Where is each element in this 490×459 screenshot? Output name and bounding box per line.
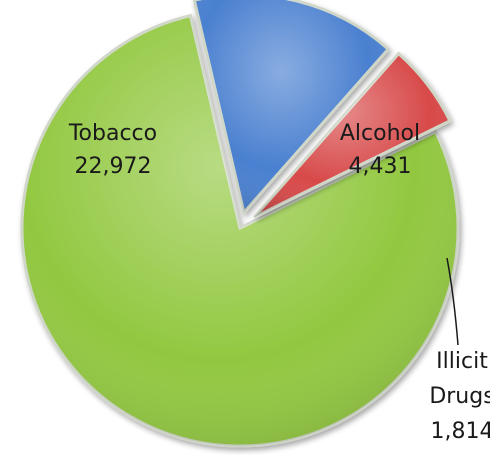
data-label-illicit-drugs: Illicit Drugs 1,814 <box>429 349 490 444</box>
illicit-drugs-leader-line <box>446 257 459 346</box>
pie-slice-alcohol <box>192 0 391 216</box>
data-label-illicit-drugs-category: Illicit <box>436 349 488 374</box>
pie-slice-alcohol-highlight <box>194 0 389 213</box>
pie-slice-tobacco-highlight <box>21 15 458 446</box>
data-label-illicit-drugs-category: Drugs <box>429 384 490 409</box>
data-label-tobacco: Tobacco 22,972 <box>68 121 157 179</box>
data-label-alcohol-value: 4,431 <box>349 154 412 179</box>
pie-slice-tobacco <box>20 13 460 448</box>
pie-slice-illicit-drugs-highlight <box>254 53 450 218</box>
data-label-illicit-drugs-value: 1,814 <box>431 419 490 444</box>
data-label-tobacco-value: 22,972 <box>75 154 152 179</box>
pie-slice-illicit-drugs <box>253 51 452 219</box>
data-label-alcohol: Alcohol 4,431 <box>340 121 420 179</box>
slices-layer <box>20 0 460 448</box>
data-label-alcohol-category: Alcohol <box>340 121 420 146</box>
labels-layer: Tobacco 22,972 Alcohol 4,431 Illicit Drugs 1,8… <box>68 121 490 444</box>
data-label-tobacco-category: Tobacco <box>68 121 157 146</box>
